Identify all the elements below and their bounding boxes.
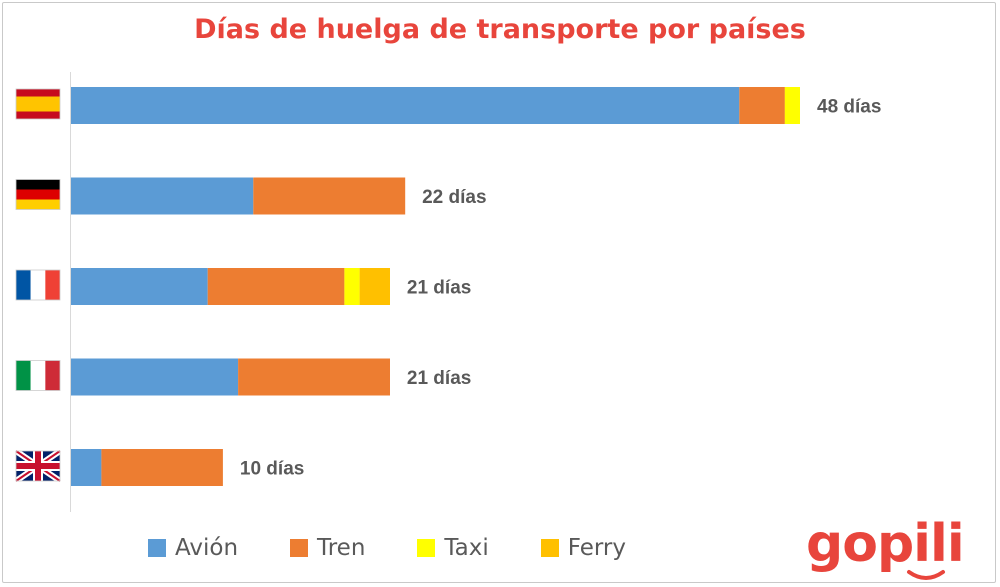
chart-title: Días de huelga de transporte por países (194, 14, 806, 45)
bar-francia-tren (207, 268, 345, 305)
legend-label-taxi: Taxi (444, 535, 489, 561)
spain-flag-icon (15, 88, 61, 120)
bar-francia-taxi (344, 268, 360, 305)
legend-label-ferry: Ferry (567, 535, 626, 561)
legend-item-avion: Avión (148, 535, 238, 561)
bar-españa-tren (739, 87, 785, 124)
italy-flag-icon (15, 360, 61, 391)
legend-swatch-ferry (540, 539, 559, 557)
legend-swatch-taxi (417, 539, 436, 557)
total-label-alemania: 22 días (422, 187, 486, 208)
total-label-reino-unido: 10 días (240, 459, 304, 480)
legend-item-ferry: Ferry (540, 535, 626, 561)
bar-alemania-avion (71, 177, 254, 215)
bar-francia-ferry (359, 268, 390, 305)
france-flag-icon (15, 269, 61, 301)
uk-flag-icon (14, 448, 62, 484)
bar-alemania-tren (253, 177, 406, 215)
legend-label-avion: Avión (175, 535, 239, 561)
legend-label-tren: Tren (317, 535, 366, 561)
bar-francia-avion (71, 268, 208, 305)
legend: Avión Tren Taxi Ferry (148, 533, 678, 563)
bar-italia-avion (71, 358, 239, 396)
bar-españa-taxi (784, 87, 800, 124)
bar-reino-unido-avion (71, 449, 102, 486)
total-label-francia: 21 días (407, 278, 471, 299)
germany-flag-icon (15, 179, 61, 210)
legend-item-tren: Tren (290, 535, 365, 561)
total-label-españa: 48 días (817, 97, 881, 118)
legend-swatch-avion (148, 539, 166, 557)
legend-item-taxi: Taxi (417, 535, 489, 561)
bar-reino-unido-tren (101, 449, 223, 486)
gopili-logo: gopili (806, 514, 965, 574)
bar-españa-avion (71, 87, 740, 124)
legend-swatch-tren (290, 539, 309, 557)
total-label-italia: 21 días (407, 368, 471, 389)
logo-smile-icon (907, 570, 945, 580)
bar-italia-tren (238, 358, 390, 396)
